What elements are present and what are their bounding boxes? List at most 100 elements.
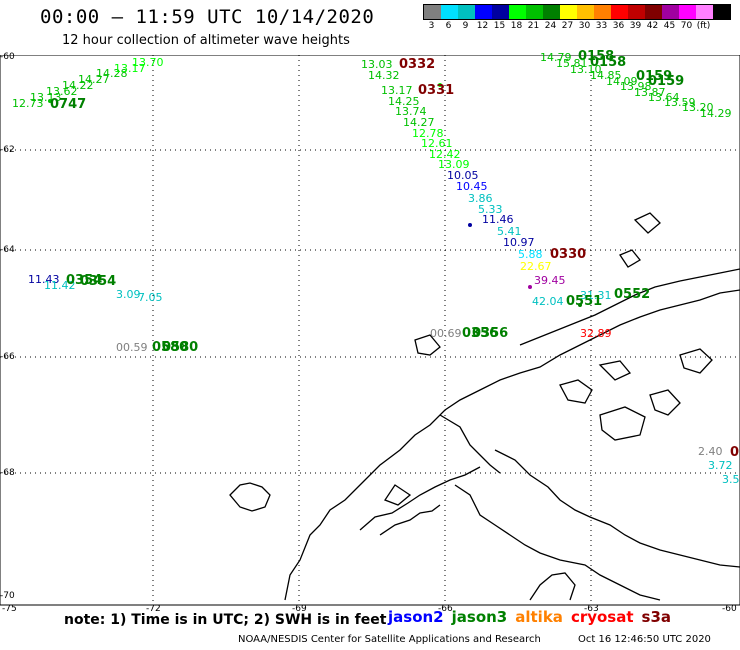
wave-height-label: 13.64 — [648, 91, 680, 104]
wave-height-label: 13.09 — [438, 158, 470, 171]
legend-swatch — [679, 5, 696, 19]
wave-height-label: 3.86 — [468, 192, 493, 205]
wave-height-label: 14.29 — [700, 107, 732, 120]
map-title: 00:00 – 11:59 UTC 10/14/2020 — [40, 6, 375, 28]
pass-time-label: 0332 — [399, 57, 436, 72]
legend-label: (ft) — [696, 21, 711, 31]
lat-label: -62 — [0, 145, 15, 155]
wave-height-label: 42.04 — [532, 295, 564, 308]
legend-labels: 3 6 9 12 15 18 21 24 27 30 33 36 39 42 45 70 (ft) — [423, 21, 731, 31]
wave-height-label: 5.41 — [497, 225, 522, 238]
legend-label: 30 — [578, 21, 591, 31]
satellite-name: altika — [515, 608, 563, 626]
legend-swatches — [423, 4, 731, 20]
wave-height-label: 10.05 — [447, 169, 479, 182]
pass-time-label: 0331 — [418, 83, 455, 98]
map-subtitle: 12 hour collection of altimeter wave hei… — [62, 33, 350, 48]
pass-time-label: 0356 — [462, 326, 499, 341]
lat-label: -68 — [0, 468, 15, 478]
wave-height-label: 14.32 — [368, 69, 400, 82]
legend-swatch — [543, 5, 560, 19]
wave-height-label: 14.27 — [403, 116, 435, 129]
wave-height-label: 3.5 — [722, 473, 740, 486]
legend-swatch — [577, 5, 594, 19]
lat-label: -70 — [0, 591, 15, 601]
legend-swatch — [628, 5, 645, 19]
lon-label: -60 — [722, 604, 737, 614]
credit-line: NOAA/NESDIS Center for Satellite Applica… — [238, 634, 541, 645]
lon-label: -75 — [2, 604, 17, 614]
pass-time-label: 0159 — [648, 74, 685, 89]
legend-label: 27 — [561, 21, 574, 31]
wave-height-label: 5.88 — [518, 248, 543, 261]
color-legend: 3 6 9 12 15 18 21 24 27 30 33 36 39 42 45 70 (ft) — [423, 4, 731, 31]
wave-height-label: 14.28 — [96, 67, 128, 80]
legend-label: 18 — [510, 21, 523, 31]
pass-time-label: 0356 — [472, 326, 509, 341]
pass-time-label: 0552 — [614, 287, 651, 302]
legend-label: 42 — [646, 21, 659, 31]
satellite-name: jason3 — [451, 608, 508, 626]
legend-label: 9 — [462, 21, 469, 31]
legend-swatch — [611, 5, 628, 19]
legend-swatch — [713, 5, 730, 19]
footnote: note: 1) Time is in UTC; 2) SWH is in fe… — [64, 612, 387, 628]
lat-label: -60 — [0, 52, 15, 62]
legend-label: 3 — [428, 21, 435, 31]
wave-height-label: 13.17 — [381, 84, 413, 97]
legend-swatch — [696, 5, 713, 19]
wave-height-label: 12.73 — [12, 97, 44, 110]
wave-height-label: 13.98 — [620, 80, 652, 93]
wave-height-label: 15.81 — [556, 57, 588, 70]
legend-swatch — [560, 5, 577, 19]
lon-label: -66 — [438, 604, 453, 614]
wave-height-label: 13.87 — [634, 86, 666, 99]
wave-height-label: 13.74 — [395, 105, 427, 118]
wave-height-label: 3.72 — [708, 459, 733, 472]
wave-height-label: 12.61 — [421, 137, 453, 150]
lon-label: -69 — [292, 604, 307, 614]
pass-time-label: 0747 — [50, 97, 87, 112]
pass-time-label: 0580 — [152, 340, 189, 355]
pass-time-label: 0330 — [550, 247, 587, 262]
pass-time-label: 0158 — [578, 49, 615, 64]
wave-height-label: 13.13 — [30, 91, 62, 104]
wave-height-label: 14.85 — [590, 69, 622, 82]
wave-height-label: 13.70 — [132, 56, 164, 69]
lat-label: -66 — [0, 352, 15, 362]
wave-height-label: 11.43 — [28, 273, 60, 286]
wave-height-label: 13.20 — [682, 101, 714, 114]
wave-height-label: 3.09 — [116, 288, 141, 301]
pass-time-label: 0551 — [566, 294, 603, 309]
wave-height-label: 7.05 — [138, 291, 163, 304]
graticule — [0, 55, 740, 605]
wave-height-label: 5.33 — [478, 203, 503, 216]
satellite-name: s3a — [641, 608, 672, 626]
legend-label: 6 — [445, 21, 452, 31]
track-markers — [48, 83, 582, 307]
wave-height-label: 31.31 — [580, 289, 612, 302]
wave-height-label: 14.09 — [606, 75, 638, 88]
wave-height-label: 11.42 — [44, 279, 76, 292]
pass-time-label: 0354 — [66, 273, 103, 288]
wave-height-label: 13.62 — [46, 85, 78, 98]
pass-time-label: 0158 — [590, 55, 627, 70]
legend-swatch — [662, 5, 679, 19]
legend-swatch — [492, 5, 509, 19]
pass-time-label: 0 — [730, 445, 740, 460]
legend-swatch — [475, 5, 492, 19]
legend-label: 45 — [663, 21, 676, 31]
legend-label: 36 — [612, 21, 625, 31]
legend-swatch — [594, 5, 611, 19]
generated-timestamp: Oct 16 12:46:50 UTC 2020 — [578, 634, 711, 645]
wave-height-label: 10.45 — [456, 180, 488, 193]
wave-height-label: 00.69 — [430, 327, 462, 340]
legend-label: 33 — [595, 21, 608, 31]
wave-height-label: 13.10 — [570, 63, 602, 76]
wave-height-label: 14.22 — [62, 79, 94, 92]
legend-label: 15 — [493, 21, 506, 31]
wave-height-label: 14.27 — [78, 73, 110, 86]
satellite-name: jason2 — [388, 608, 444, 626]
pass-time-label: 0580 — [162, 340, 199, 355]
wave-height-label: 13.03 — [361, 58, 393, 71]
